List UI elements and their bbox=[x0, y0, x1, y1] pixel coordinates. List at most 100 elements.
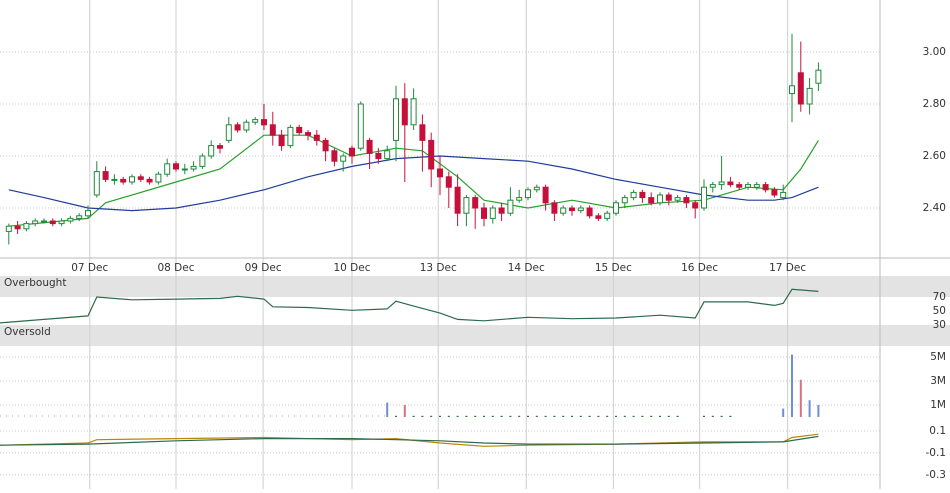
candle-body bbox=[577, 207, 584, 212]
candle-body bbox=[67, 217, 74, 222]
candle-body bbox=[49, 220, 56, 225]
candle-body bbox=[111, 178, 118, 181]
volume-bar bbox=[509, 415, 512, 417]
volume-bar bbox=[659, 415, 661, 417]
candle-body bbox=[243, 121, 250, 131]
candle-body bbox=[93, 171, 100, 196]
volume-bar bbox=[447, 415, 450, 417]
x-tick-label: 14 Dec bbox=[508, 262, 545, 274]
volume-bar bbox=[597, 415, 600, 417]
candle-body bbox=[674, 197, 681, 201]
candle-body bbox=[137, 176, 144, 180]
volume-bar bbox=[641, 415, 644, 417]
y-tick-label: 2.40 bbox=[923, 202, 946, 214]
candle-body bbox=[58, 220, 65, 225]
candle-body bbox=[507, 199, 514, 214]
candle-body bbox=[445, 176, 452, 188]
candle-body bbox=[278, 134, 285, 147]
candle-body bbox=[648, 197, 655, 204]
volume-bar bbox=[579, 415, 582, 417]
candle-body bbox=[498, 207, 505, 214]
volume-bar bbox=[711, 415, 714, 417]
candle-body bbox=[234, 124, 241, 131]
volume-bar bbox=[518, 415, 521, 417]
candle-body bbox=[120, 178, 127, 183]
volume-bar bbox=[808, 400, 811, 417]
volume-bar bbox=[562, 415, 565, 417]
volume-bar bbox=[632, 415, 635, 417]
candle-body bbox=[454, 186, 461, 214]
volume-bar bbox=[782, 408, 785, 417]
candle-body bbox=[173, 163, 179, 170]
volume-bar bbox=[395, 415, 397, 417]
candle-body bbox=[551, 202, 558, 214]
candle-body bbox=[639, 191, 646, 199]
candle-body bbox=[709, 184, 716, 188]
candle-body bbox=[410, 98, 417, 126]
volume-bar bbox=[439, 415, 441, 417]
volume-bar bbox=[799, 379, 802, 417]
candle-body bbox=[252, 119, 259, 123]
volume-bar bbox=[491, 415, 494, 417]
candle-body bbox=[296, 126, 303, 134]
y-tick-label: -0.1 bbox=[926, 447, 947, 459]
candle-body bbox=[727, 181, 734, 186]
volume-bar bbox=[386, 402, 389, 417]
volume-bar bbox=[615, 415, 617, 417]
volume-bar bbox=[703, 415, 705, 417]
y-tick-label: 2.80 bbox=[923, 98, 946, 110]
volume-bar bbox=[535, 415, 538, 417]
candle-body bbox=[753, 184, 760, 188]
candle-body bbox=[181, 168, 188, 171]
candle-body bbox=[815, 69, 822, 84]
volume-bar bbox=[676, 415, 679, 417]
volume-bar bbox=[817, 405, 820, 417]
candle-body bbox=[190, 165, 197, 170]
band-label: Overbought bbox=[4, 277, 66, 289]
volume-bar bbox=[465, 415, 468, 417]
candle-body bbox=[481, 207, 487, 219]
candle-body bbox=[797, 72, 804, 105]
candle-body bbox=[102, 171, 109, 180]
y-tick-label: 70 bbox=[933, 291, 946, 303]
volume-bar bbox=[430, 415, 433, 417]
x-tick-label: 15 Dec bbox=[595, 262, 632, 274]
candle-body bbox=[146, 178, 153, 183]
indicator-line bbox=[0, 288, 819, 324]
x-tick-label: 08 Dec bbox=[157, 262, 194, 274]
candle-body bbox=[164, 163, 171, 175]
volume-bar bbox=[623, 415, 626, 417]
x-tick-label: 10 Dec bbox=[333, 262, 370, 274]
x-tick-label: 09 Dec bbox=[245, 262, 282, 274]
candle-body bbox=[780, 191, 787, 199]
candle-body bbox=[762, 184, 769, 191]
y-tick-label: 0.1 bbox=[929, 425, 946, 437]
candle-body bbox=[806, 87, 813, 105]
candle-body bbox=[630, 191, 637, 199]
candle-body bbox=[516, 197, 523, 201]
indicator-line bbox=[0, 435, 819, 446]
band bbox=[0, 325, 950, 346]
candle-body bbox=[340, 155, 347, 162]
candle-body bbox=[595, 215, 602, 219]
candle-body bbox=[85, 210, 91, 217]
band bbox=[0, 276, 950, 297]
candle-body bbox=[569, 207, 575, 212]
y-tick-label: 30 bbox=[933, 319, 946, 331]
candle-body bbox=[428, 139, 435, 170]
candle-body bbox=[208, 145, 215, 157]
x-tick-label: 07 Dec bbox=[71, 262, 108, 274]
candle-body bbox=[155, 173, 162, 183]
candle-body bbox=[472, 197, 479, 209]
y-tick-label: 3.00 bbox=[923, 46, 946, 58]
candle-body bbox=[261, 119, 267, 126]
candle-body bbox=[745, 184, 751, 188]
candle-body bbox=[41, 220, 47, 223]
candle-body bbox=[657, 194, 663, 204]
candle-body bbox=[32, 220, 39, 225]
candle-body bbox=[489, 207, 496, 219]
volume-bar bbox=[483, 415, 485, 417]
candle-body bbox=[322, 139, 329, 152]
